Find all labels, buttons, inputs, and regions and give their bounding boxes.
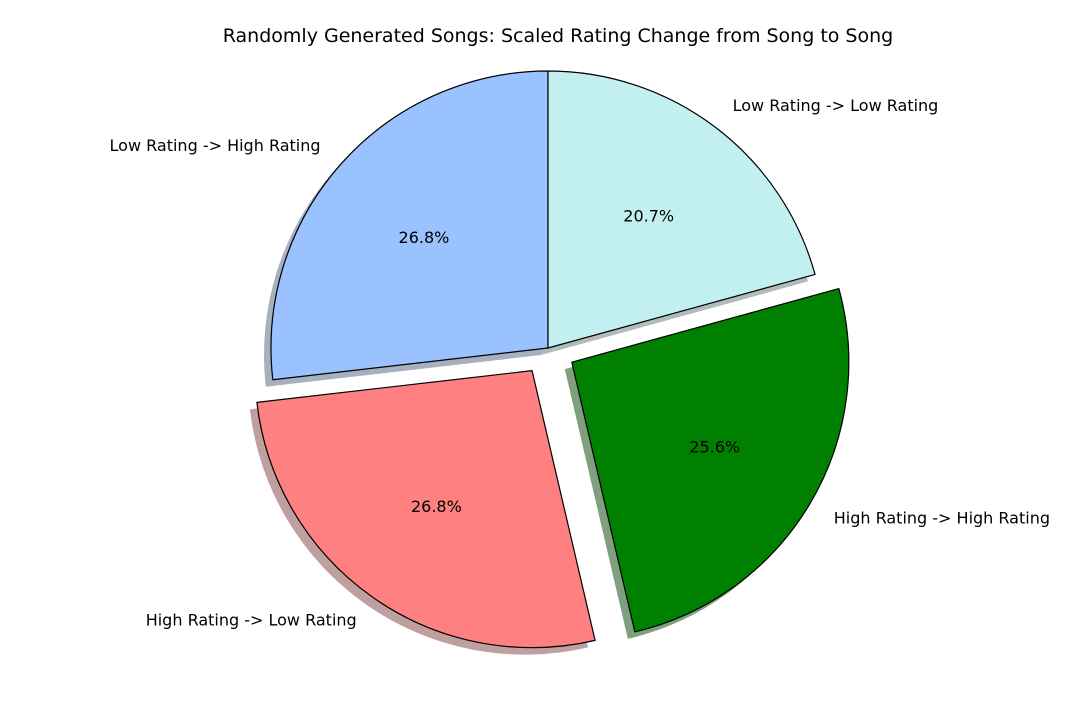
percent-label: 26.8% — [411, 497, 462, 516]
pie-slice — [571, 287, 850, 633]
pie-slice — [547, 70, 816, 349]
pie-slice — [256, 370, 596, 649]
pie-slice — [270, 70, 549, 381]
percent-label: 26.8% — [399, 228, 450, 247]
slice-label: Low Rating -> Low Rating — [733, 96, 939, 115]
percent-labels: 26.8% 26.8% 25.6% 20.7% — [399, 206, 741, 516]
slice-label: High Rating -> High Rating — [834, 508, 1050, 527]
slice-labels: Low Rating -> High Rating High Rating -> … — [110, 96, 1050, 629]
chart-title: Randomly Generated Songs: Scaled Rating … — [223, 25, 893, 47]
percent-label: 25.6% — [689, 438, 740, 457]
slices — [256, 70, 850, 649]
slice-label: High Rating -> Low Rating — [146, 610, 357, 629]
slice-label: Low Rating -> High Rating — [110, 136, 321, 155]
percent-label: 20.7% — [623, 206, 674, 225]
